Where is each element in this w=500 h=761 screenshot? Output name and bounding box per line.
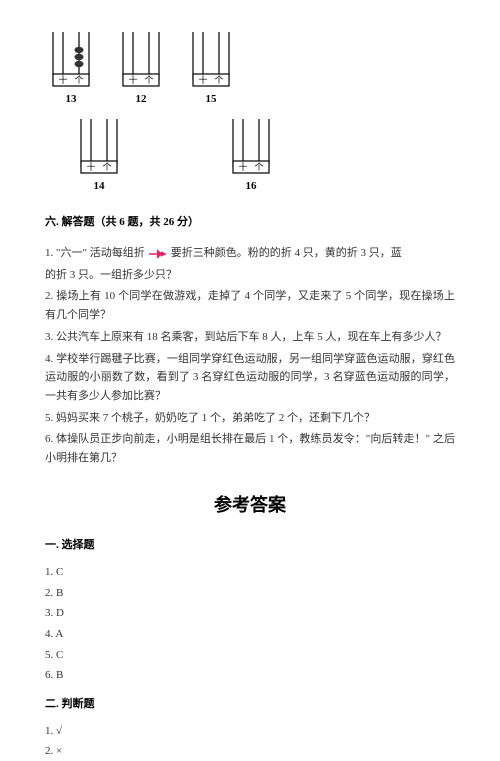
svg-text:十: 十 (198, 74, 207, 85)
answer-2: 2. B (45, 584, 455, 603)
question-6: 6. 体操队员正步向前走，小明是组长排在最后 1 个，教练员发令："向后转走！"… (45, 430, 455, 467)
svg-text:个: 个 (144, 75, 153, 85)
answer-1: 1. C (45, 563, 455, 582)
q1-part-a: 1. "六一" 活动每组折 (45, 247, 145, 259)
svg-text:个: 个 (214, 75, 223, 85)
question-3: 3. 公共汽车上原来有 18 名乘客，到站后下车 8 人，上车 5 人，现在车上… (45, 328, 455, 347)
abacus-svg-14: 十 个 (73, 117, 125, 175)
svg-text:个: 个 (254, 162, 263, 172)
abacus-num: 14 (94, 177, 105, 196)
abacus-svg-15: 十 个 (185, 30, 237, 88)
pink-arrow-icon (145, 244, 171, 263)
abacus-label-left: 十 (58, 74, 67, 85)
abacus-num: 12 (136, 90, 147, 109)
svg-text:十: 十 (238, 161, 247, 172)
svg-text:个: 个 (102, 162, 111, 172)
abacus-label-right: 个 (74, 75, 83, 85)
question-4: 4. 学校举行踢毽子比赛，一组同学穿红色运动服，另一组同学穿蓝色运动服，穿红色运… (45, 350, 455, 406)
judge-2: 2. × (45, 742, 455, 761)
question-1: 1. "六一" 活动每组折 要折三种颜色。粉的的折 4 只，黄的折 3 只，蓝 (45, 244, 455, 263)
abacus-svg-16: 十 个 (225, 117, 277, 175)
svg-text:十: 十 (86, 161, 95, 172)
answer-5: 5. C (45, 646, 455, 665)
abacus-row-2: 十 个 14 十 个 16 (73, 117, 455, 196)
abacus-svg-12: 十 个 (115, 30, 167, 88)
abacus-num: 15 (206, 90, 217, 109)
question-5: 5. 妈妈买来 7 个桃子，奶奶吃了 1 个，弟弟吃了 2 个，还剩下几个？ (45, 409, 455, 428)
abacus-15: 十 个 15 (185, 30, 237, 109)
abacus-14: 十 个 14 (73, 117, 125, 196)
abacus-svg-13: 十 个 (45, 30, 97, 88)
answers-title: 参考答案 (45, 490, 455, 521)
question-1c: 的折 3 只。一组折多少只？ (45, 266, 455, 285)
abacus-13: 十 个 13 (45, 30, 97, 109)
q1-part-b: 要折三种颜色。粉的的折 4 只，黄的折 3 只，蓝 (171, 247, 402, 259)
svg-text:十: 十 (128, 74, 137, 85)
abacus-12: 十 个 12 (115, 30, 167, 109)
abacus-num: 13 (66, 90, 77, 109)
answers-section-1: 一. 选择题 (45, 536, 455, 555)
judge-1: 1. √ (45, 722, 455, 741)
abacus-row-1: 十 个 13 十 个 12 十 个 15 (45, 30, 455, 109)
abacus-16: 十 个 16 (225, 117, 277, 196)
answers-section-2: 二. 判断题 (45, 695, 455, 714)
answer-3: 3. D (45, 604, 455, 623)
answer-4: 4. A (45, 625, 455, 644)
abacus-num: 16 (246, 177, 257, 196)
section-6-title: 六. 解答题（共 6 题，共 26 分） (45, 213, 455, 232)
question-2: 2. 操场上有 10 个同学在做游戏，走掉了 4 个同学，又走来了 5 个同学，… (45, 287, 455, 324)
answer-6: 6. B (45, 666, 455, 685)
